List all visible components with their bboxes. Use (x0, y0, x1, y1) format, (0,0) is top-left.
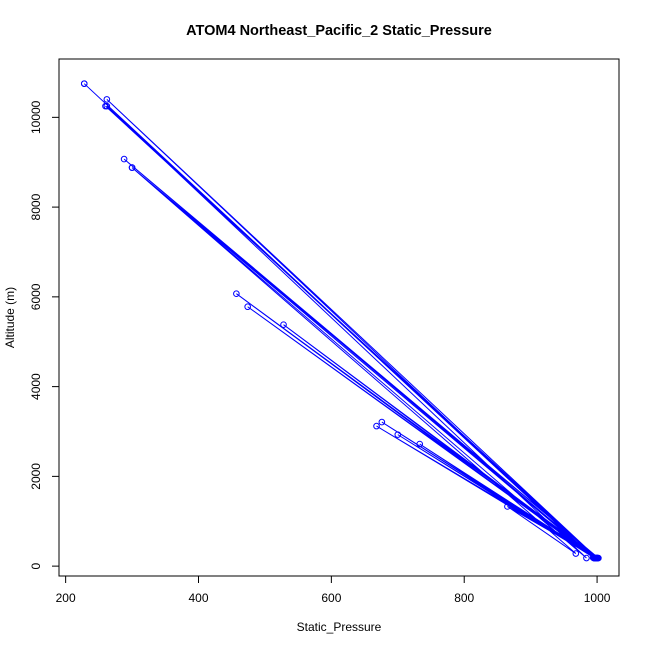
y-tick-label: 6000 (29, 283, 43, 310)
data-point (589, 554, 597, 561)
data-point (244, 303, 251, 311)
series-layer (80, 80, 602, 562)
chart-title: ATOM4 Northeast_Pacific_2 Static_Pressur… (186, 23, 492, 39)
data-point (233, 290, 240, 298)
x-tick-label: 600 (321, 591, 341, 605)
data-point (572, 550, 580, 557)
y-axis: 0 2000 4000 6000 8000 10000 (29, 100, 60, 569)
x-tick-label: 400 (188, 591, 208, 605)
x-tick-label: 200 (56, 591, 76, 605)
data-point (80, 80, 88, 87)
data-point (103, 102, 111, 110)
y-tick-label: 2000 (29, 463, 43, 490)
data-point (504, 503, 511, 510)
data-point (593, 554, 601, 562)
y-tick-label: 0 (29, 562, 43, 569)
x-tick-label: 1000 (584, 591, 611, 605)
data-point (120, 155, 128, 163)
data-point (394, 431, 402, 438)
data-point (416, 440, 424, 448)
data-point (373, 422, 380, 430)
y-tick-label: 4000 (29, 373, 43, 400)
x-axis-label: Static_Pressure (297, 620, 382, 634)
y-tick-label: 10000 (29, 100, 43, 134)
data-point (128, 164, 136, 171)
data-point (583, 554, 590, 562)
data-point (103, 96, 111, 103)
data-point (378, 418, 386, 426)
x-tick-label: 800 (454, 591, 474, 605)
y-tick-label: 8000 (29, 193, 43, 220)
x-axis: 200 400 600 800 1000 (56, 575, 611, 605)
data-point (280, 321, 287, 328)
y-axis-label: Altitude (m) (3, 287, 17, 348)
series-line (83, 83, 599, 559)
